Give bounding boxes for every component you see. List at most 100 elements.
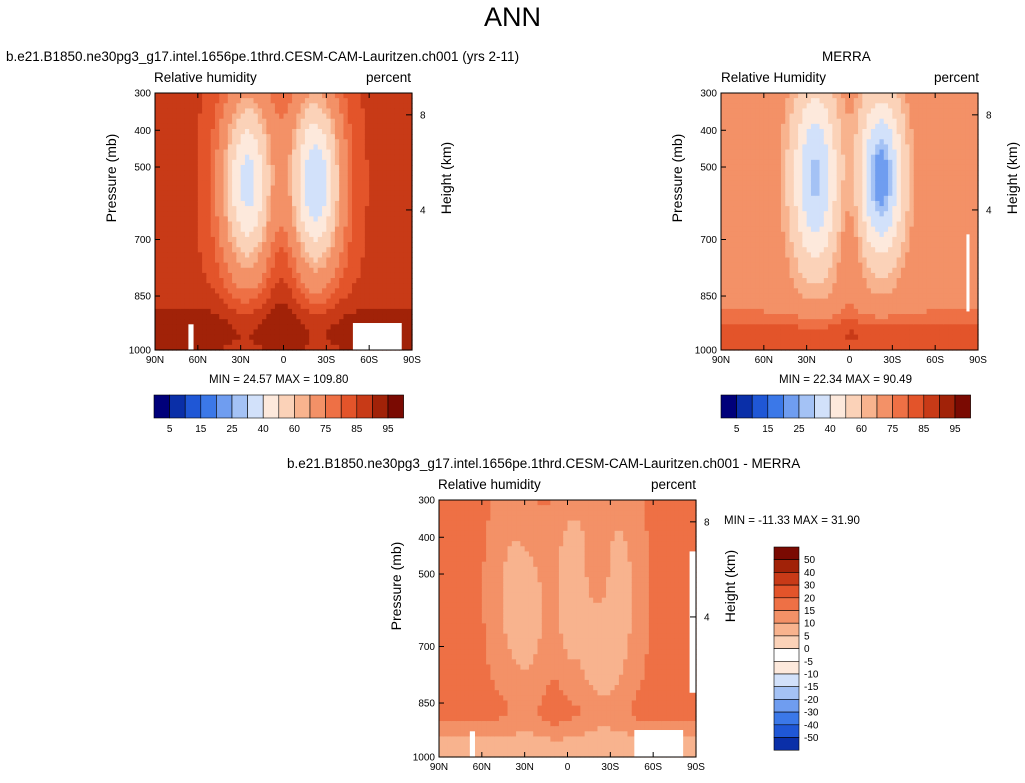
data-cell — [785, 242, 791, 248]
data-cell — [347, 93, 353, 99]
data-cell — [210, 303, 216, 310]
data-cell — [347, 257, 353, 264]
data-cell — [742, 288, 748, 295]
data-cell — [793, 242, 799, 248]
data-cell — [197, 93, 203, 99]
data-cell — [257, 221, 263, 228]
x-tick-label: 30N — [231, 355, 249, 366]
data-cell — [789, 108, 795, 115]
data-cell — [399, 190, 405, 197]
data-cell — [810, 170, 816, 176]
data-cell — [785, 293, 791, 300]
data-cell — [823, 211, 829, 217]
data-cell — [382, 247, 387, 253]
data-cell — [232, 139, 237, 145]
data-cell — [232, 283, 237, 289]
data-cell — [390, 190, 396, 197]
data-cell — [823, 339, 829, 346]
y-right-tick-label: 4 — [420, 205, 426, 216]
data-cell — [377, 195, 383, 202]
data-cell — [184, 236, 190, 243]
data-cell — [742, 195, 748, 202]
data-cell — [283, 118, 289, 125]
data-cell — [806, 93, 812, 99]
data-cell — [789, 159, 795, 166]
data-cell — [313, 231, 319, 238]
data-cell — [802, 149, 808, 156]
data-cell — [326, 231, 332, 238]
data-cell — [840, 262, 846, 269]
data-cell — [193, 329, 199, 336]
data-cell — [326, 339, 332, 346]
data-cell — [163, 236, 169, 243]
data-cell — [721, 93, 726, 99]
data-cell — [755, 288, 761, 295]
data-cell — [780, 236, 786, 243]
data-cell — [257, 288, 263, 295]
data-cell — [313, 149, 319, 156]
data-cell — [296, 211, 302, 217]
data-cell — [249, 175, 255, 181]
data-cell — [257, 98, 263, 104]
data-cell — [399, 236, 405, 243]
data-cell — [755, 159, 761, 166]
data-cell — [287, 267, 293, 274]
data-cell — [789, 278, 795, 284]
data-cell — [823, 139, 829, 145]
x-tick-label: 0 — [281, 355, 287, 366]
data-cell — [853, 231, 859, 238]
data-cell — [793, 211, 799, 217]
data-cell — [257, 139, 263, 145]
data-cell — [407, 329, 413, 336]
data-cell — [845, 200, 851, 207]
data-cell — [810, 252, 816, 259]
data-cell — [763, 339, 769, 346]
data-cell — [845, 288, 851, 295]
data-cell — [347, 154, 353, 161]
data-cell — [232, 257, 237, 264]
data-cell — [853, 118, 859, 125]
data-cell — [360, 175, 366, 181]
data-cell — [364, 190, 370, 197]
data-cell — [738, 195, 744, 202]
data-cell — [249, 123, 255, 130]
data-cell — [274, 314, 280, 320]
data-cell — [244, 216, 250, 223]
data-cell — [266, 195, 272, 202]
data-cell — [866, 314, 872, 320]
data-cell — [292, 118, 297, 125]
data-cell — [789, 314, 795, 320]
data-cell — [785, 226, 791, 233]
data-cell — [403, 144, 409, 151]
data-cell — [304, 170, 310, 176]
data-cell — [172, 118, 178, 125]
data-cell — [352, 190, 357, 197]
data-cell — [798, 344, 803, 351]
data-cell — [759, 134, 765, 140]
data-cell — [189, 314, 195, 320]
data-cell — [309, 242, 315, 248]
data-cell — [326, 334, 332, 341]
data-cell — [394, 185, 400, 192]
data-cell — [172, 149, 178, 156]
data-cell — [352, 113, 357, 120]
data-cell — [780, 108, 786, 115]
data-cell — [828, 134, 833, 140]
data-cell — [339, 164, 345, 171]
data-cell — [394, 242, 400, 248]
data-cell — [785, 98, 791, 104]
data-cell — [772, 134, 778, 140]
data-cell — [364, 267, 370, 274]
data-cell — [772, 298, 778, 305]
data-cell — [815, 242, 821, 248]
data-cell — [802, 139, 808, 145]
data-cell — [232, 175, 237, 181]
data-cell — [845, 236, 851, 243]
data-cell — [249, 113, 255, 120]
data-cell — [840, 144, 846, 151]
data-cell — [219, 283, 225, 289]
data-cell — [386, 267, 392, 274]
data-cell — [343, 298, 349, 305]
data-cell — [746, 170, 752, 176]
data-cell — [862, 139, 868, 145]
